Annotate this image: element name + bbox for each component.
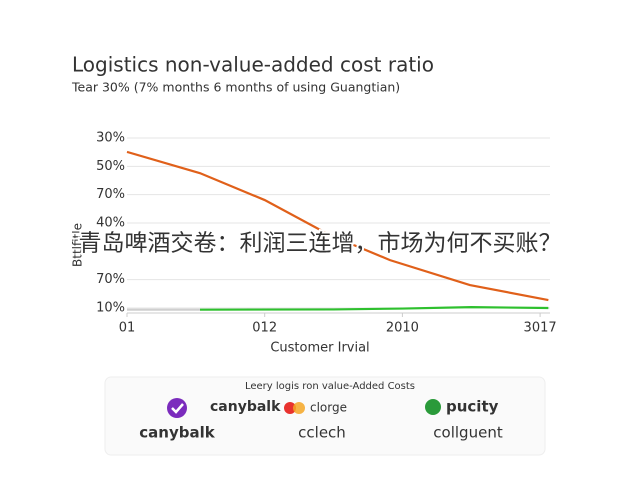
legend-item: pucity — [446, 398, 499, 416]
icon — [425, 399, 441, 415]
legend-box — [104, 376, 546, 456]
legend-item: collguent — [433, 424, 503, 442]
overlay-headline: 青岛啤酒交卷：利润三连增，市场为何不买账？ — [79, 231, 562, 257]
legend-item: canybalk — [139, 424, 215, 442]
y-axis-label: Bttlfitle — [71, 223, 85, 267]
series-line — [126, 150, 549, 302]
icon — [171, 403, 184, 414]
y-tick-label: 50% — [96, 159, 125, 174]
series-line — [199, 306, 549, 311]
x-tick-label: 012 — [252, 321, 277, 336]
chart-title: Logistics non-value-added cost ratio — [72, 53, 434, 77]
icon — [284, 402, 296, 414]
legend-item: cclech — [298, 424, 346, 442]
icon — [167, 398, 187, 418]
chart-subtitle: Tear 30% (7% months 6 months of using Gu… — [71, 80, 400, 95]
y-tick-label: 70% — [96, 272, 125, 287]
legend-item: clorge — [310, 401, 347, 415]
y-tick-label: 30% — [96, 131, 125, 146]
legend-title: Leery logis ron value-Added Costs — [245, 381, 415, 392]
legend-item: canybalk — [210, 399, 281, 415]
y-tick-label: 10% — [96, 301, 125, 316]
x-tick-label: 3017 — [524, 321, 557, 336]
y-tick-label: 70% — [96, 187, 125, 202]
x-tick-label: 2010 — [386, 321, 419, 336]
icon — [293, 402, 305, 414]
x-tick-label: 01 — [119, 321, 136, 336]
y-tick-label: 40% — [96, 216, 125, 231]
x-axis-label: Customer Irvial — [270, 341, 369, 356]
